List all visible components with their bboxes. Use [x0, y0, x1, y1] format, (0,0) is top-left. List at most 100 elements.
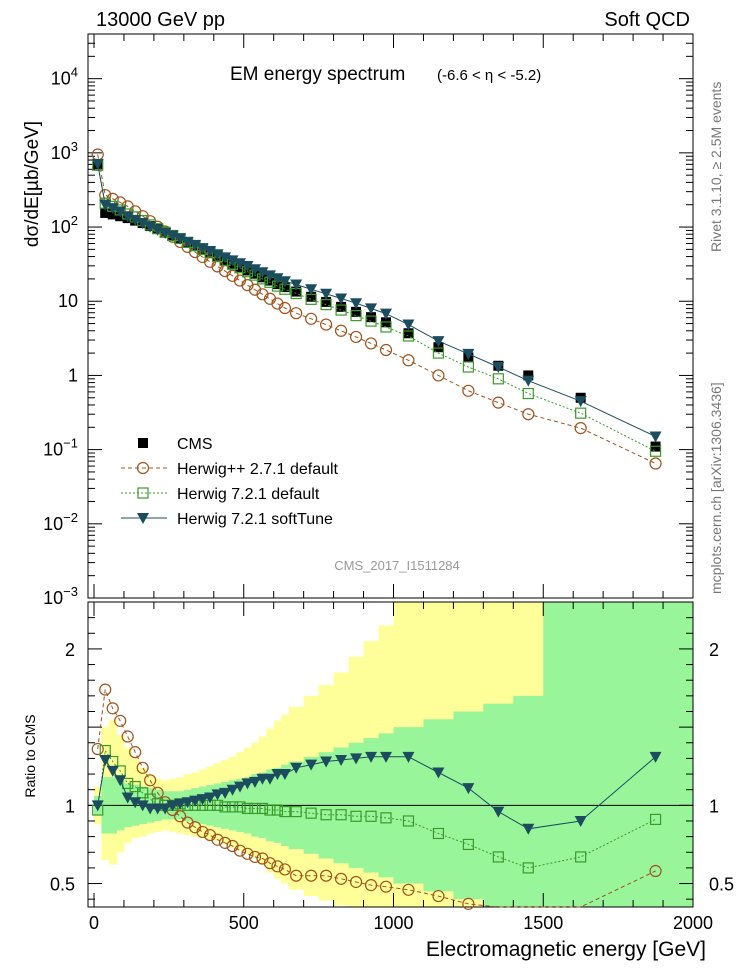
x-tick-label: 0: [89, 913, 99, 933]
y-tick-label: 10−1: [43, 436, 78, 460]
y-tick-label: 10−3: [43, 584, 78, 608]
ratio-herwig-2-7-1-default-point: [121, 730, 134, 743]
herwig-7-2-1-default-point: [492, 373, 504, 385]
plot-subtitle: (-6.6 < η < -5.2): [437, 67, 541, 84]
y-axis-label: dσ/dE[µb/GeV]: [22, 121, 43, 247]
ratio-herwig-2-7-1-default-point: [99, 683, 112, 696]
ratio-herwig-2-7-1-default-point: [144, 774, 157, 787]
ratio-herwig-2-7-1-default-point: [196, 825, 209, 839]
herwig-7-2-1-default-point: [402, 330, 415, 342]
ratio-herwig-7-2-1-default-point: [305, 807, 317, 819]
process-label: Soft QCD: [604, 9, 690, 31]
ratio-herwig-7-2-1-softtune-point: [189, 795, 202, 807]
ratio-herwig-2-7-1-default-point: [173, 810, 187, 823]
ratio-herwig-2-7-1-default-point: [432, 889, 445, 903]
herwig-7-2-1-softtune-point: [522, 375, 535, 387]
ratio-herwig-7-2-1-softtune-point: [196, 794, 209, 806]
ratio-herwig-7-2-1-softtune-point: [248, 776, 261, 788]
herwig-7-2-1-softtune-point: [263, 270, 276, 282]
ratio-herwig-7-2-1-default-point: [264, 804, 276, 816]
herwig-7-2-1-softtune-point: [151, 224, 164, 236]
ratio-herwig-7-2-1-softtune-point: [99, 754, 112, 766]
herwig-7-2-1-softtune-point: [271, 273, 284, 285]
herwig-7-2-1-softtune-point: [492, 361, 505, 373]
herwig-2-7-1-default-point: [334, 324, 348, 337]
herwig-2-7-1-default-point: [522, 408, 535, 421]
ratio-herwig-2-7-1-default-point: [462, 897, 475, 910]
ratio-herwig-7-2-1-softtune-point: [121, 792, 134, 804]
ratio-herwig-7-2-1-default-point: [492, 851, 504, 863]
ratio-herwig-7-2-1-default-point: [350, 810, 362, 822]
x-tick-label: 500: [229, 913, 259, 933]
main-plot-frame: [87, 33, 694, 599]
herwig-7-2-1-softtune-point: [219, 252, 232, 264]
herwig-7-2-1-softtune-point: [211, 249, 224, 261]
cms-point: [107, 209, 118, 220]
x-tick-label: 1000: [373, 913, 413, 933]
legend-label: Herwig++ 2.7.1 default: [177, 461, 339, 478]
ratio-y-tick-label-right: 1: [709, 796, 719, 816]
legend-marker: [136, 461, 150, 475]
ratio-herwig-2-7-1-default-point: [349, 875, 363, 889]
ratio-herwig-7-2-1-default-point: [234, 801, 246, 813]
herwig-7-2-1-softtune-point: [181, 236, 194, 248]
ratio-herwig-2-7-1-default-point: [334, 872, 348, 885]
herwig-2-7-1-default-point: [462, 384, 475, 397]
herwig-2-7-1-default-point: [379, 343, 393, 357]
cms-point: [336, 301, 347, 312]
ratio-herwig-7-2-1-softtune-point: [219, 787, 232, 799]
ratio-herwig-7-2-1-default-point: [432, 827, 445, 840]
herwig-2-7-1-default-point: [320, 318, 333, 331]
herwig-7-2-1-softtune-point: [129, 214, 142, 226]
herwig-7-2-1-softtune-point: [189, 239, 202, 251]
ratio-herwig-7-2-1-softtune-point: [159, 803, 172, 815]
herwig-2-7-1-default-point: [271, 297, 284, 310]
beam-label: 13000 GeV pp: [96, 9, 225, 31]
ratio-herwig-7-2-1-softtune-point: [106, 765, 119, 777]
ratio-herwig-7-2-1-default-point: [241, 802, 254, 815]
ratio-herwig-7-2-1-default-point: [279, 805, 291, 818]
ratio-herwig-7-2-1-softtune-point: [278, 769, 291, 781]
ratio-herwig-2-7-1-default-point: [364, 879, 378, 892]
ratio-herwig-2-7-1-default-line: [97, 689, 656, 908]
ratio-herwig-2-7-1-default-point: [290, 869, 303, 882]
mcplots-label: mcplots.cern.ch [arXiv:1306.3436]: [708, 382, 724, 594]
ratio-herwig-2-7-1-default-point: [305, 869, 318, 882]
ratio-herwig-7-2-1-softtune-point: [204, 792, 217, 804]
herwig-7-2-1-softtune-point: [121, 211, 134, 223]
ratio-herwig-2-7-1-default-point: [379, 880, 393, 893]
ratio-herwig-7-2-1-softtune-point: [574, 815, 587, 827]
ratio-herwig-7-2-1-softtune-point: [136, 800, 149, 812]
watermark: CMS_2017_I1511284: [334, 558, 460, 573]
ratio-herwig-7-2-1-default-point: [271, 804, 284, 816]
ratio-herwig-7-2-1-softtune-point: [320, 756, 333, 768]
ratio-herwig-7-2-1-softtune-point: [181, 797, 194, 809]
herwig-2-7-1-default-point: [290, 307, 303, 320]
herwig-7-2-1-softtune-point: [174, 233, 187, 245]
y-tick-label: 10: [58, 291, 78, 311]
ratio-herwig-2-7-1-default-point: [271, 860, 284, 873]
legend-marker: [138, 438, 148, 448]
herwig-2-7-1-default-point: [574, 422, 587, 435]
ratio-herwig-2-7-1-default-point: [233, 844, 247, 857]
herwig-7-2-1-default-point: [350, 310, 362, 322]
y-tick-label: 102: [51, 213, 78, 237]
herwig-7-2-1-softtune-point: [106, 203, 119, 215]
herwig-7-2-1-softtune-point: [204, 246, 217, 258]
ratio-herwig-7-2-1-default-line: [97, 749, 656, 869]
ratio-herwig-7-2-1-softtune-point: [649, 751, 662, 763]
ratio-herwig-7-2-1-softtune-point: [226, 784, 239, 796]
herwig-7-2-1-softtune-point: [248, 264, 261, 276]
herwig-7-2-1-default-line: [97, 165, 656, 452]
ratio-herwig-2-7-1-default-point: [263, 857, 277, 870]
ratio-herwig-7-2-1-default-point: [462, 838, 474, 851]
cms-point: [321, 296, 332, 307]
ratio-herwig-2-7-1-default-point: [248, 850, 262, 864]
legend-marker: [137, 513, 149, 524]
legend: CMS Herwig++ 2.7.1 default Herwig 7.2.1 de…: [121, 436, 339, 528]
ratio-herwig-7-2-1-softtune-point: [365, 751, 378, 763]
herwig-7-2-1-softtune-point: [574, 396, 587, 408]
x-tick-label: 2000: [673, 913, 713, 933]
herwig-7-2-1-default-point: [575, 407, 587, 419]
